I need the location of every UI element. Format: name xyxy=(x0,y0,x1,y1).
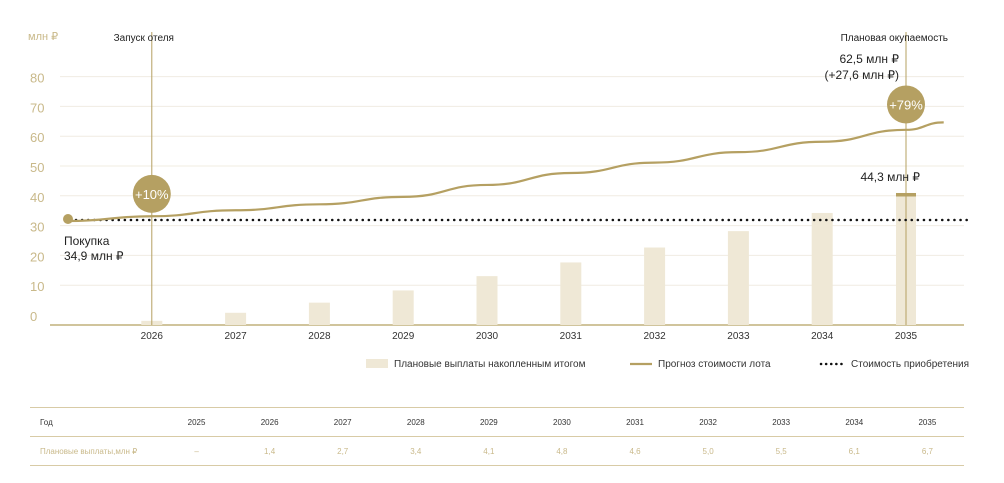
legend: Плановые выплаты накопленным итогом Прог… xyxy=(366,358,969,370)
bar xyxy=(308,302,330,325)
table-header-row: Год 2025 2026 2027 2028 2029 2030 2031 2032 2033 2… xyxy=(30,407,964,437)
table-header-year: 2035 xyxy=(890,407,964,437)
x-tick-label: 2034 xyxy=(811,331,834,342)
lot-value-forecast-line xyxy=(67,121,944,223)
launch-badge: +10% xyxy=(132,174,171,213)
legend-dotted-label: Стоимость приобретения xyxy=(851,358,969,370)
table-header-year: 2027 xyxy=(306,407,380,437)
table-header-year: 2034 xyxy=(817,407,891,437)
table-header-label: Год xyxy=(30,407,160,437)
bar xyxy=(476,276,498,325)
hotel-launch-label: Запуск отеля xyxy=(114,33,174,44)
x-tick-label: 2033 xyxy=(727,331,750,342)
bar xyxy=(727,231,749,325)
x-axis-ticks: 2026 2027 2028 2029 2030 2031 2032 2033 2034 2035 xyxy=(141,331,918,342)
x-tick-label: 2028 xyxy=(308,331,331,342)
x-tick-label: 2029 xyxy=(392,331,415,342)
x-tick-label: 2027 xyxy=(224,331,247,342)
y-tick-label: 50 xyxy=(30,160,44,175)
legend-line-label: Прогноз стоимости лота xyxy=(658,359,771,370)
y-axis-ticks: 0 10 20 30 40 50 60 70 80 xyxy=(30,71,44,324)
bar xyxy=(560,262,582,325)
y-tick-label: 20 xyxy=(30,249,44,264)
table-cell: – xyxy=(160,436,234,466)
y-tick-label: 10 xyxy=(30,279,44,294)
legend-bar-swatch xyxy=(366,359,388,368)
table-row: Плановые выплаты,млн ₽ –1,4 2,7 3,4 4,1 4,8 4,… xyxy=(30,436,964,466)
y-tick-label: 60 xyxy=(30,130,44,145)
y-unit-label: млн ₽ xyxy=(28,31,58,43)
table-header-year: 2030 xyxy=(525,407,599,437)
bar xyxy=(392,290,414,325)
y-tick-label: 0 xyxy=(30,309,37,324)
x-tick-label: 2031 xyxy=(560,331,583,342)
x-tick-label: 2035 xyxy=(895,331,918,342)
table-header-year: 2032 xyxy=(671,407,745,437)
table-header-year: 2033 xyxy=(744,407,818,437)
table-header-year: 2025 xyxy=(160,407,234,437)
purchase-value: 34,9 млн ₽ xyxy=(64,249,124,263)
table-header-year: 2029 xyxy=(452,407,526,437)
last-bar-value: 44,3 млн ₽ xyxy=(860,170,920,184)
x-tick-label: 2030 xyxy=(476,331,499,342)
table-row-label: Плановые выплаты,млн ₽ xyxy=(30,436,160,466)
x-tick-label: 2032 xyxy=(643,331,666,342)
x-tick-label: 2026 xyxy=(141,331,164,342)
table-cell: 3,4 xyxy=(379,436,453,466)
table-cell: 5,0 xyxy=(671,436,745,466)
payback-badge-text: +79% xyxy=(889,97,923,112)
grid xyxy=(50,76,964,326)
table-cell: 4,6 xyxy=(598,436,672,466)
table-cell: 2,7 xyxy=(306,436,380,466)
payback-label: Плановая окупаемость xyxy=(841,33,948,44)
bars xyxy=(141,192,916,325)
bar xyxy=(644,247,666,325)
y-tick-label: 30 xyxy=(30,220,44,235)
table-cell: 4,8 xyxy=(525,436,599,466)
payout-table: Год 2025 2026 2027 2028 2029 2030 2031 2032 2033 2… xyxy=(30,407,964,466)
purchase-label: Покупка xyxy=(64,234,110,248)
bar xyxy=(225,312,247,325)
payback-gain: (+27,6 млн ₽) xyxy=(824,68,899,82)
y-tick-label: 70 xyxy=(30,100,44,115)
table-header-year: 2031 xyxy=(598,407,672,437)
bar xyxy=(811,212,833,325)
y-tick-label: 80 xyxy=(30,71,44,86)
table-cell: 1,4 xyxy=(233,436,307,466)
table-header-year: 2026 xyxy=(233,407,307,437)
purchase-point xyxy=(63,213,73,224)
legend-bars-label: Плановые выплаты накопленным итогом xyxy=(394,359,586,370)
table-cell: 4,1 xyxy=(452,436,526,466)
table-cell: 6,1 xyxy=(817,436,891,466)
y-tick-label: 40 xyxy=(30,190,44,205)
payback-badge: +79% xyxy=(887,85,925,124)
launch-badge-text: +10% xyxy=(135,187,169,202)
table-header-year: 2028 xyxy=(379,407,453,437)
table-cell: 6,7 xyxy=(890,436,964,466)
table-cell: 5,5 xyxy=(744,436,818,466)
payback-value: 62,5 млн ₽ xyxy=(839,52,899,66)
